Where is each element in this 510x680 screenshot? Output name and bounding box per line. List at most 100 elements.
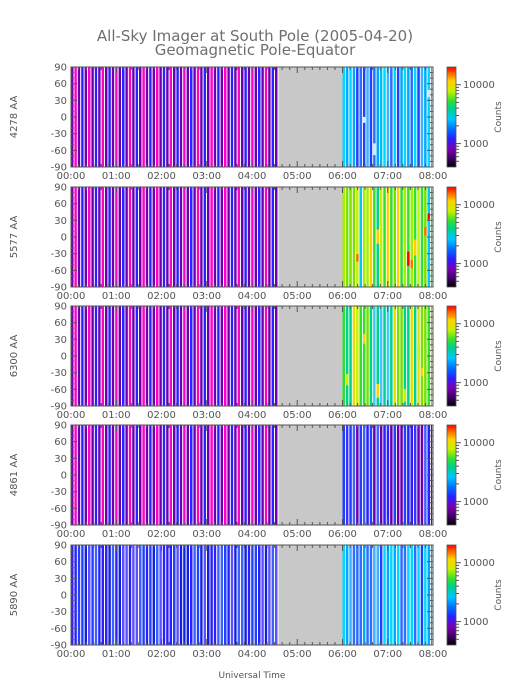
- stripe-gap: [236, 306, 238, 406]
- data-stripe: [413, 187, 417, 287]
- data-stripe: [345, 187, 349, 287]
- chart-subtitle: Geomagnetic Pole-Equator: [155, 41, 356, 59]
- stripe-gap: [202, 67, 204, 167]
- data-stripe: [258, 67, 261, 167]
- stripe-gap: [87, 545, 88, 645]
- data-stripe: [220, 67, 224, 167]
- stripe-gap: [199, 306, 201, 406]
- colorbar: [446, 186, 457, 288]
- data-stripe: [376, 67, 379, 167]
- stripe-gap: [189, 67, 190, 167]
- data-stripe: [264, 425, 268, 525]
- data-segment: [342, 545, 433, 645]
- data-stripe: [108, 67, 111, 167]
- data-stripe: [159, 425, 162, 525]
- data-stripe: [413, 425, 417, 525]
- data-stripe: [227, 306, 230, 406]
- data-stripe: [254, 67, 258, 167]
- x-tick-label: 08:00: [419, 291, 448, 302]
- stripe-gap: [243, 545, 245, 645]
- data-stripe: [227, 425, 230, 525]
- data-stripe: [424, 425, 427, 525]
- stripe-gap: [172, 187, 173, 287]
- data-stripe: [352, 545, 356, 645]
- data-stripe: [166, 425, 169, 525]
- stripe-gap: [97, 67, 99, 167]
- data-stripe: [118, 67, 122, 167]
- no-data-region: [278, 187, 343, 287]
- data-stripe: [132, 545, 135, 645]
- no-data-region: [278, 306, 343, 406]
- stripe-gap: [240, 306, 241, 406]
- stripe-gap: [263, 187, 265, 287]
- data-stripe: [373, 425, 376, 525]
- stripe-gap: [151, 425, 153, 525]
- data-stripe: [196, 187, 200, 287]
- stripe-gap: [195, 545, 197, 645]
- stripe-gap: [127, 425, 129, 525]
- stripe-gap: [202, 306, 204, 406]
- stripe-gap: [263, 67, 265, 167]
- stripe-gap: [104, 306, 105, 406]
- stripe-gap: [182, 67, 184, 167]
- data-stripe: [261, 187, 264, 287]
- data-stripe: [383, 425, 386, 525]
- data-stripe: [369, 425, 373, 525]
- data-stripe: [254, 425, 258, 525]
- stripe-gap: [199, 545, 201, 645]
- data-stripe: [241, 545, 244, 645]
- data-stripe: [217, 187, 220, 287]
- data-stripe: [190, 67, 193, 167]
- data-stripe: [217, 545, 220, 645]
- y-tick-label: 30: [54, 454, 67, 465]
- stripe-gap: [158, 67, 160, 167]
- stripe-gap: [199, 425, 201, 525]
- stripe-gap: [240, 187, 241, 287]
- x-tick-label: 01:00: [102, 529, 131, 540]
- stripe-gap: [104, 187, 105, 287]
- data-stripe: [169, 187, 173, 287]
- y-tick-label: 30: [54, 216, 67, 227]
- data-segment: [71, 187, 279, 287]
- data-stripe: [111, 425, 115, 525]
- stripe-gap: [83, 306, 85, 406]
- colorbar-tick-label: 10000: [463, 438, 495, 449]
- data-stripe: [217, 306, 220, 406]
- x-tick-label: 04:00: [238, 171, 267, 182]
- data-stripe: [241, 67, 244, 167]
- data-stripe: [345, 67, 349, 167]
- data-stripe: [213, 306, 217, 406]
- stripe-gap: [189, 425, 190, 525]
- data-stripe: [183, 187, 186, 287]
- data-stripe: [393, 187, 396, 287]
- data-stripe: [152, 187, 156, 287]
- data-stripe: [261, 67, 264, 167]
- data-stripe: [237, 545, 241, 645]
- data-stripe: [162, 67, 166, 167]
- stripe-gap: [87, 306, 88, 406]
- stripe-gap: [90, 67, 92, 167]
- colorbar-tick-label: 1000: [463, 259, 488, 270]
- data-stripe: [190, 187, 193, 287]
- colorbar-tick-label: 10000: [463, 319, 495, 330]
- data-stripe: [115, 67, 118, 167]
- data-stripe: [179, 67, 183, 167]
- data-stripe: [383, 187, 386, 287]
- data-stripe: [230, 306, 234, 406]
- data-stripe: [190, 545, 193, 645]
- data-stripe: [342, 425, 345, 525]
- x-tick-label: 07:00: [373, 171, 402, 182]
- data-stripe: [417, 187, 420, 287]
- y-tick-label: 90: [54, 302, 67, 313]
- stripe-gap: [80, 306, 82, 406]
- data-stripe: [227, 187, 230, 287]
- stripe-gap: [267, 67, 269, 167]
- stripe-gap: [185, 67, 187, 167]
- data-stripe: [203, 187, 207, 287]
- stripe-gap: [226, 67, 228, 167]
- data-stripe: [420, 306, 424, 406]
- data-stripe: [237, 425, 241, 525]
- data-stripe: [183, 306, 186, 406]
- data-stripe: [268, 187, 271, 287]
